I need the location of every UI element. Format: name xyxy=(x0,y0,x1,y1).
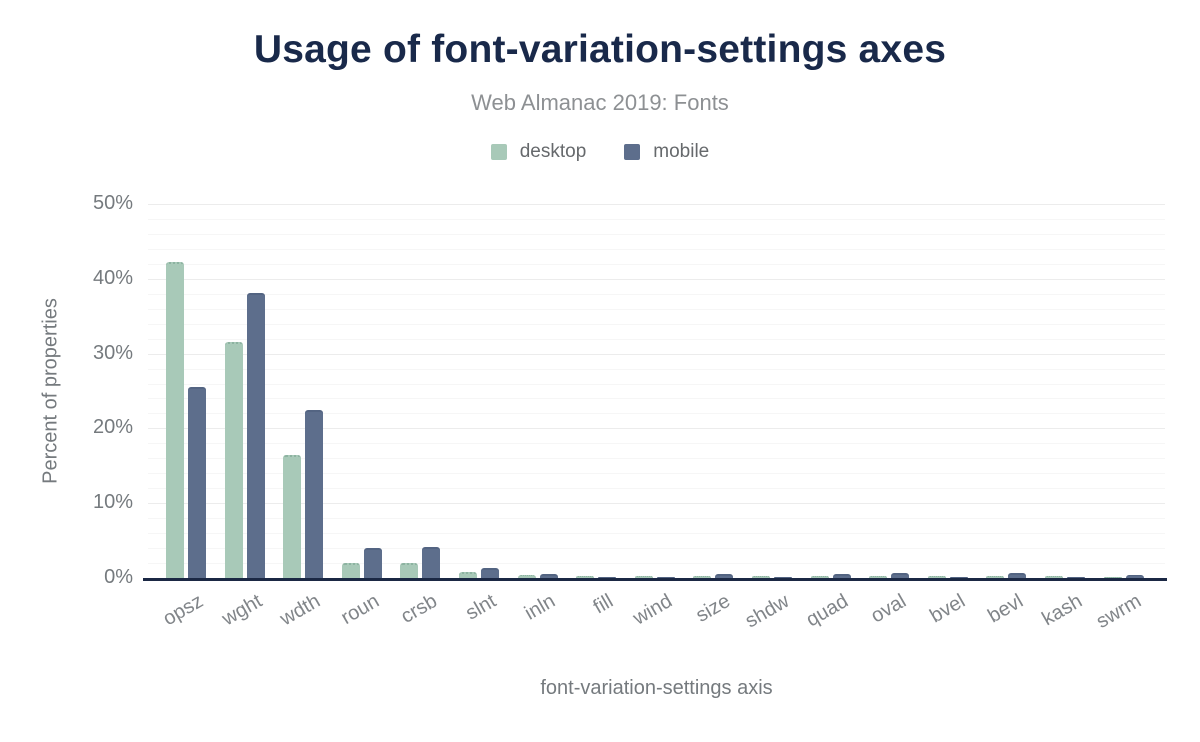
gridline-minor-48 xyxy=(148,218,1165,220)
gridline-major-40 xyxy=(148,278,1165,280)
y-tick-label-0: 0% xyxy=(104,566,133,589)
x-tick-label-oval: oval xyxy=(867,590,911,628)
bar-desktop-fill xyxy=(576,575,595,578)
bar-desktop-size xyxy=(693,575,712,578)
bar-mobile-wght xyxy=(246,293,265,578)
gridline-major-10 xyxy=(148,503,1165,505)
bar-desktop-bevl xyxy=(986,575,1005,578)
x-tick-label-bvel: bvel xyxy=(926,590,969,628)
bar-mobile-inln xyxy=(539,573,558,578)
bar-desktop-wdth xyxy=(283,455,302,578)
gridline-minor-36 xyxy=(148,308,1165,310)
gridline-minor-44 xyxy=(148,248,1165,250)
x-tick-label-inln: inln xyxy=(520,590,559,625)
gridline-minor-14 xyxy=(148,473,1165,475)
bar-mobile-roun xyxy=(363,548,382,578)
gridline-minor-22 xyxy=(148,413,1165,415)
x-tick-label-opsz: opsz xyxy=(159,590,207,631)
x-tick-label-roun: roun xyxy=(337,590,383,630)
y-tick-label-40: 40% xyxy=(92,266,133,289)
bar-desktop-quad xyxy=(810,575,829,578)
y-tick-label-10: 10% xyxy=(92,491,133,514)
bar-mobile-wdth xyxy=(305,409,324,578)
bar-desktop-bvel xyxy=(927,575,946,578)
bar-mobile-swrm xyxy=(1125,575,1144,578)
bar-mobile-oval xyxy=(891,572,910,578)
gridline-minor-28 xyxy=(148,368,1165,370)
x-axis-title: font-variation-settings axis xyxy=(540,677,773,699)
legend-swatch-mobile-icon xyxy=(624,144,641,160)
gridline-minor-4 xyxy=(148,548,1165,550)
plot-area xyxy=(143,204,1167,581)
x-tick-label-wind: wind xyxy=(629,590,676,630)
gridline-minor-18 xyxy=(148,443,1165,445)
bar-desktop-slnt xyxy=(459,572,477,578)
legend-item-mobile: mobile xyxy=(624,141,709,163)
gridline-major-30 xyxy=(148,353,1165,355)
legend-swatch-desktop-icon xyxy=(490,144,507,160)
bar-desktop-inln xyxy=(517,575,536,578)
x-tick-label-shdw: shdw xyxy=(741,590,793,633)
y-tick-label-50: 50% xyxy=(92,192,133,215)
gridline-minor-12 xyxy=(148,488,1165,490)
bar-desktop-kash xyxy=(1045,575,1063,578)
gridline-major-20 xyxy=(148,428,1165,430)
gridline-minor-46 xyxy=(148,233,1165,235)
bar-desktop-roun xyxy=(341,563,360,578)
bar-mobile-crsb xyxy=(422,546,441,578)
bar-desktop-opsz xyxy=(166,262,184,578)
gridline-minor-24 xyxy=(148,398,1165,400)
x-tick-label-fill: fill xyxy=(589,590,618,619)
x-tick-label-crsb: crsb xyxy=(397,590,442,628)
bar-desktop-shdw xyxy=(752,575,770,578)
gridline-minor-42 xyxy=(148,263,1165,265)
gridline-minor-8 xyxy=(148,518,1165,520)
bar-mobile-fill xyxy=(598,577,617,578)
x-tick-label-size: size xyxy=(692,590,735,627)
bar-mobile-slnt xyxy=(481,568,499,578)
legend-label-mobile: mobile xyxy=(653,141,710,162)
bar-mobile-bevl xyxy=(1008,572,1027,578)
bar-mobile-kash xyxy=(1067,577,1085,578)
bar-mobile-bvel xyxy=(949,577,968,578)
x-tick-label-quad: quad xyxy=(802,590,852,632)
bar-desktop-crsb xyxy=(400,563,419,578)
gridline-minor-38 xyxy=(148,293,1165,295)
bar-mobile-size xyxy=(715,573,734,578)
legend-item-desktop: desktop xyxy=(490,141,587,163)
chart-subtitle: Web Almanac 2019: Fonts xyxy=(471,90,729,115)
bar-desktop-wght xyxy=(224,341,243,578)
bar-mobile-wind xyxy=(656,577,675,578)
y-axis-tick-labels: 0% 10% 20% 30% 40% 50% xyxy=(0,192,133,588)
bar-mobile-opsz xyxy=(188,386,206,578)
x-tick-label-wdth: wdth xyxy=(276,590,325,631)
x-tick-label-wght: wght xyxy=(218,590,266,631)
bar-desktop-wind xyxy=(634,575,653,578)
x-tick-label-bevl: bevl xyxy=(984,590,1028,628)
gridline-minor-2 xyxy=(148,563,1165,565)
bar-mobile-quad xyxy=(832,573,851,578)
gridline-minor-6 xyxy=(148,533,1165,535)
legend-label-desktop: desktop xyxy=(519,141,587,162)
y-tick-label-20: 20% xyxy=(92,416,133,439)
legend: desktop mobile xyxy=(0,141,1200,163)
x-tick-label-kash: kash xyxy=(1038,590,1086,631)
gridline-minor-34 xyxy=(148,323,1165,325)
gridline-minor-16 xyxy=(148,458,1165,460)
gridline-minor-26 xyxy=(148,383,1165,385)
chart-title: Usage of font-variation-settings axes xyxy=(253,28,947,71)
x-axis-tick-labels: opsz wght wdth roun crsb slnt inln fill wind size… xyxy=(148,578,1165,638)
bar-desktop-swrm xyxy=(1103,577,1122,578)
x-tick-label-slnt: slnt xyxy=(462,590,500,625)
x-tick-label-swrm: swrm xyxy=(1092,590,1145,633)
gridline-major-50 xyxy=(148,204,1165,205)
x-axis-baseline xyxy=(143,578,1167,581)
bar-desktop-oval xyxy=(869,575,888,578)
bar-mobile-shdw xyxy=(774,577,792,578)
y-tick-label-30: 30% xyxy=(92,341,133,364)
gridline-minor-32 xyxy=(148,338,1165,340)
